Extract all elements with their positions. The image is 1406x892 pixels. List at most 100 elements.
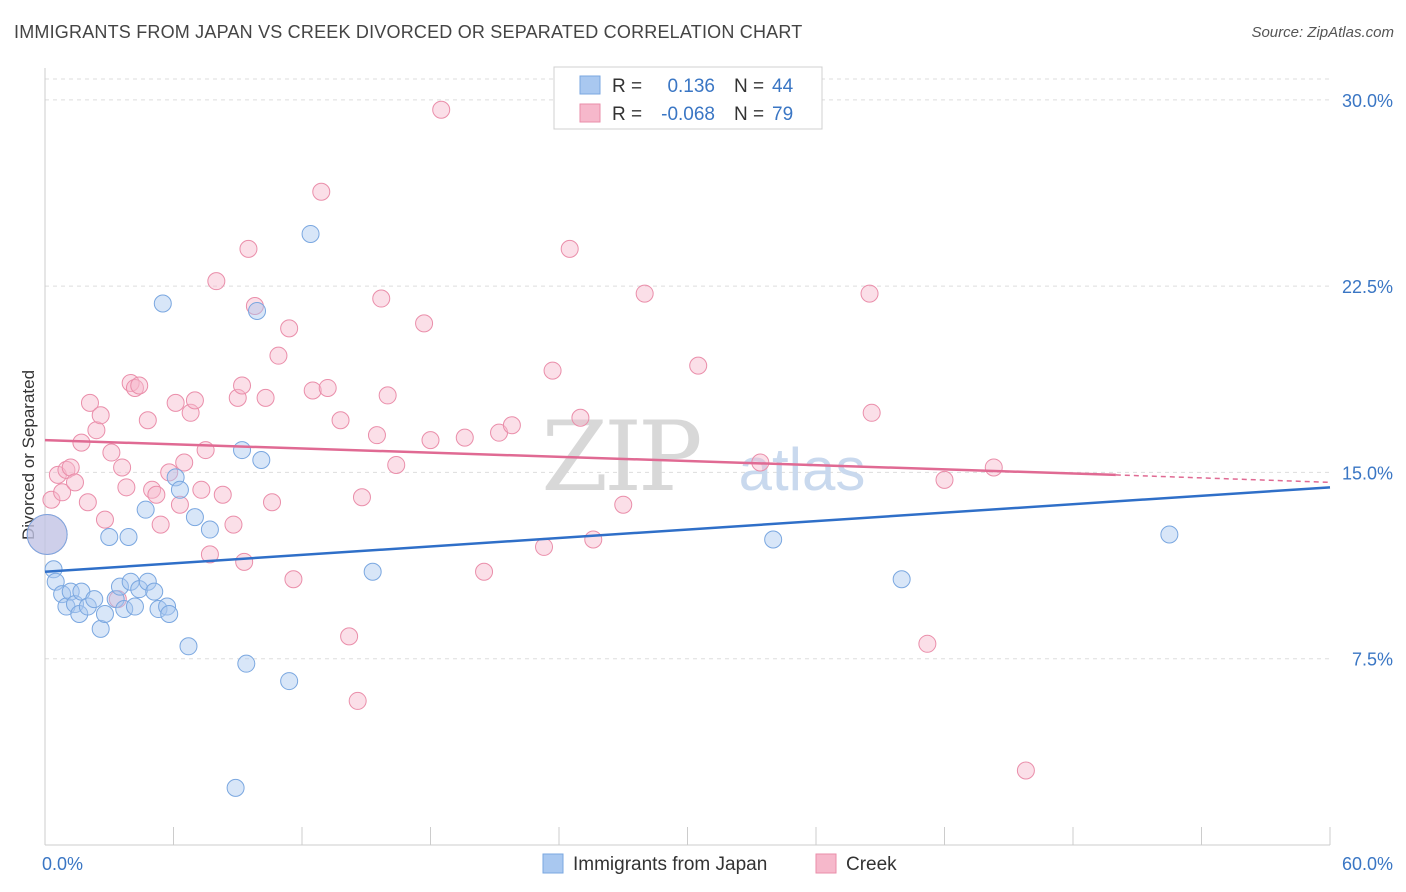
creek-point-47 xyxy=(312,182,331,201)
creek-point-60 xyxy=(455,428,474,447)
creek-point-58 xyxy=(421,431,440,450)
y-tick-label-0: 7.5% xyxy=(1352,650,1393,670)
japan-points xyxy=(26,224,1179,797)
series-legend: Immigrants from Japan Creek xyxy=(542,853,897,875)
legend-swatch-japan xyxy=(579,75,601,95)
creek-point-78 xyxy=(1016,761,1035,780)
creek-point-57 xyxy=(415,314,434,333)
japan-point-35 xyxy=(237,654,256,673)
creek-point-54 xyxy=(372,289,391,308)
japan-point-36 xyxy=(248,301,267,320)
creek-point-27 xyxy=(175,453,194,472)
japan-point-12 xyxy=(95,605,114,623)
creek-point-45 xyxy=(284,570,303,589)
series-legend-label-creek: Creek xyxy=(846,854,897,875)
creek-point-19 xyxy=(130,376,149,395)
japan-point-38 xyxy=(280,672,299,691)
x-tick-label-min: 0.0% xyxy=(42,854,83,874)
japan-point-0 xyxy=(26,514,68,556)
legend-r-value-japan: 0.136 xyxy=(667,76,715,97)
legend-n-label-japan: N = xyxy=(734,76,764,97)
creek-point-75 xyxy=(984,458,1003,477)
creek-point-35 xyxy=(224,515,243,534)
watermark-atlas: atlas xyxy=(739,436,866,503)
creek-point-67 xyxy=(571,408,590,427)
creek-point-63 xyxy=(502,416,521,435)
legend-r-value-creek: -0.068 xyxy=(661,104,715,125)
creek-point-10 xyxy=(87,421,106,440)
creek-point-13 xyxy=(102,443,121,462)
japan-point-15 xyxy=(110,577,129,596)
series-legend-label-japan: Immigrants from Japan xyxy=(573,854,767,875)
creek-point-9 xyxy=(80,393,99,412)
y-tick-label-2: 22.5% xyxy=(1342,277,1393,297)
creek-point-65 xyxy=(543,361,562,380)
creek-point-33 xyxy=(207,272,226,291)
japan-point-11 xyxy=(91,619,110,638)
creek-point-42 xyxy=(263,493,282,512)
creek-point-43 xyxy=(269,346,288,365)
creek-point-56 xyxy=(387,455,406,474)
japan-point-29 xyxy=(170,480,189,499)
series-legend-swatch-japan xyxy=(542,853,564,874)
japan-point-43 xyxy=(1160,525,1179,544)
creek-point-3 xyxy=(53,483,72,502)
creek-point-15 xyxy=(113,458,132,477)
creek-point-71 xyxy=(689,356,708,375)
creek-point-49 xyxy=(331,411,350,430)
creek-point-38 xyxy=(235,552,254,571)
creek-point-39 xyxy=(239,239,258,258)
japan-point-13 xyxy=(100,528,119,546)
creek-point-34 xyxy=(213,485,232,504)
creek-point-64 xyxy=(535,537,554,556)
creek-point-23 xyxy=(151,515,170,534)
chart-title: IMMIGRANTS FROM JAPAN VS CREEK DIVORCED … xyxy=(14,22,803,42)
legend-r-label-creek: R = xyxy=(612,104,642,125)
japan-point-16 xyxy=(115,600,134,619)
creek-point-16 xyxy=(117,478,136,497)
japan-point-26 xyxy=(158,597,177,616)
creek-point-53 xyxy=(367,426,386,445)
creek-point-22 xyxy=(147,485,166,504)
y-tick-label-3: 30.0% xyxy=(1342,91,1393,111)
japan-point-30 xyxy=(179,637,198,656)
y-axis-label: Divorced or Separated xyxy=(19,370,38,540)
source-label: Source: ZipAtlas.com xyxy=(1251,24,1394,41)
x-tick-label-max: 60.0% xyxy=(1342,854,1393,874)
trend-line-creek xyxy=(44,438,1116,477)
creek-point-20 xyxy=(138,411,157,430)
creek-point-59 xyxy=(432,100,451,119)
creek-point-41 xyxy=(256,388,275,407)
japan-point-39 xyxy=(301,224,320,243)
japan-point-31 xyxy=(185,508,204,527)
creek-point-12 xyxy=(95,510,114,529)
creek-point-51 xyxy=(348,691,367,710)
creek-point-48 xyxy=(318,378,337,397)
legend-n-value-japan: 44 xyxy=(772,76,794,97)
trend-line-japan xyxy=(44,486,1331,574)
japan-point-37 xyxy=(252,451,271,469)
creek-point-76 xyxy=(862,403,881,422)
creek-point-52 xyxy=(352,488,371,507)
stats-legend: R = 0.136 N = 44 R = -0.068 N = 79 xyxy=(553,66,823,130)
creek-point-11 xyxy=(91,406,110,425)
creek-point-68 xyxy=(584,530,603,549)
japan-point-42 xyxy=(892,570,911,589)
japan-point-34 xyxy=(233,441,252,460)
trend-lines xyxy=(44,438,1331,574)
creek-point-25 xyxy=(166,393,185,412)
japan-point-23 xyxy=(145,582,164,601)
axes xyxy=(44,68,1331,846)
creek-points xyxy=(26,100,1035,780)
creek-point-44 xyxy=(280,319,299,338)
creek-point-26 xyxy=(170,495,189,514)
japan-point-40 xyxy=(363,562,382,581)
japan-point-32 xyxy=(200,520,219,539)
creek-point-69 xyxy=(614,495,633,514)
japan-point-10 xyxy=(85,590,104,609)
japan-point-19 xyxy=(125,597,144,616)
japan-point-27 xyxy=(160,605,179,623)
creek-point-1 xyxy=(42,490,61,509)
japan-point-17 xyxy=(119,528,138,546)
creek-point-37 xyxy=(233,376,252,395)
